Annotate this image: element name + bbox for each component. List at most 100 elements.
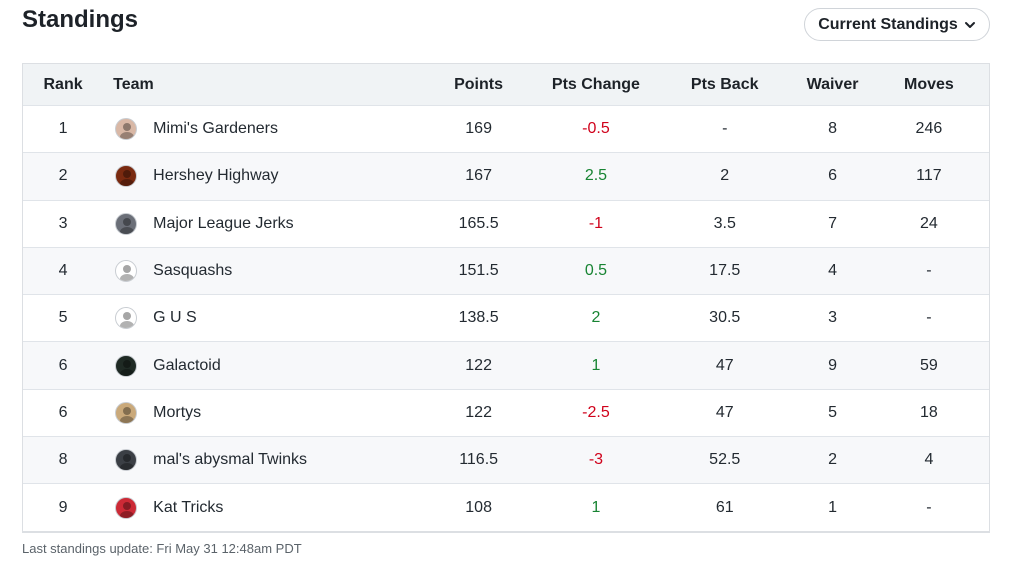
pts-back-cell: 52.5 [709,451,741,469]
waiver-cell: 6 [828,167,837,185]
waiver-cell: 5 [828,403,837,421]
col-team[interactable]: Team [113,75,154,93]
pts-back-cell: - [722,120,728,138]
col-moves[interactable]: Moves [903,75,954,93]
team-avatar-cat-logo-icon[interactable] [115,496,138,519]
waiver-cell: 2 [828,451,837,469]
last-update-text: Last standings update: Fri May 31 12:48a… [22,541,302,556]
points-cell: 167 [465,167,492,185]
moves-cell: - [926,309,932,327]
col-rank[interactable]: Rank [43,75,83,93]
team-name-link[interactable]: Kat Tricks [153,498,224,516]
rank-cell: 9 [58,498,68,516]
col-pts-change[interactable]: Pts Change [551,75,640,93]
pts-back-cell: 61 [715,498,734,516]
team-name-link[interactable]: Major League Jerks [153,214,294,232]
table-row: 6 Galactoid 122 1 47 9 59 [23,341,989,389]
col-pts-back[interactable]: Pts Back [690,75,759,93]
pts-change-cell: 1 [591,498,601,516]
rank-cell: 5 [58,309,68,327]
table-row: 8 mal's abysmal Twinks 116.5 -3 52.5 2 4 [23,436,989,484]
pts-back-cell: 2 [720,167,730,185]
team-avatar-person-photo-icon[interactable] [115,212,138,235]
page-title: Standings [22,6,139,33]
standings-view-label: Current Standings [818,15,958,33]
table-row: 1 Mimi's Gardeners 169 -0.5 - 8 246 [23,105,989,152]
moves-cell: 59 [920,356,938,374]
pts-back-cell: 3.5 [713,214,736,232]
team-cell: mal's abysmal Twinks [103,449,418,472]
team-name-link[interactable]: Mortys [153,403,202,421]
team-cell: Major League Jerks [103,212,418,235]
team-name-link[interactable]: G U S [153,309,197,327]
pts-change-cell: -3 [588,451,604,469]
pts-change-cell: 2.5 [584,167,608,185]
team-name-link[interactable]: Sasquashs [153,262,233,280]
rank-cell: 8 [58,451,68,469]
rank-cell: 1 [58,120,68,138]
pts-back-cell: 47 [715,403,734,421]
team-name-link[interactable]: Galactoid [153,356,221,374]
table-row: 2 Hershey Highway 167 2.5 2 6 117 [23,152,989,200]
moves-cell: 246 [915,120,943,138]
team-name-link[interactable]: Hershey Highway [153,167,279,185]
pts-change-cell: -0.5 [582,120,610,138]
team-avatar-skull-icon[interactable] [115,449,138,472]
table-row: 4 Sasquashs 151.5 0.5 17.5 4 - [23,246,989,295]
pts-back-cell: 47 [715,356,734,374]
pts-change-cell: -2.5 [582,403,610,421]
team-avatar-badge-logo-icon[interactable] [115,165,138,188]
table-header: Rank Team Points Pts Change Pts Back Wai… [23,64,989,105]
moves-cell: 4 [924,451,934,469]
waiver-cell: 4 [828,262,837,280]
points-cell: 165.5 [458,214,499,232]
team-avatar-leaf-icon[interactable] [115,307,138,330]
moves-cell: - [926,498,932,516]
col-waiver[interactable]: Waiver [806,75,859,93]
pts-change-cell: 1 [591,356,601,374]
team-cell: Hershey Highway [103,165,418,188]
moves-cell: 18 [920,403,938,421]
table-row: 5 G U S 138.5 2 30.5 3 - [23,294,989,341]
waiver-cell: 8 [828,120,837,138]
pts-change-cell: 0.5 [584,262,608,280]
pts-back-cell: 30.5 [709,309,741,327]
team-name-link[interactable]: mal's abysmal Twinks [153,451,308,469]
team-avatar-creature-icon[interactable] [115,354,138,377]
standings-table: Rank Team Points Pts Change Pts Back Wai… [22,63,990,533]
team-cell: Galactoid [103,354,418,377]
team-avatar-person-photo-icon[interactable] [115,118,138,141]
moves-cell: 24 [920,214,938,232]
rank-cell: 2 [58,167,68,185]
points-cell: 116.5 [459,451,499,469]
col-points[interactable]: Points [454,75,503,93]
team-cell: G U S [103,307,418,330]
points-cell: 108 [465,498,492,516]
waiver-cell: 9 [828,356,837,374]
moves-cell: - [926,262,932,280]
rank-cell: 4 [58,262,68,280]
pts-change-cell: 2 [591,309,601,327]
points-cell: 122 [465,356,492,374]
table-row: 6 Mortys 122 -2.5 47 5 18 [23,388,989,436]
team-cell: Mimi's Gardeners [103,118,418,141]
points-cell: 122 [465,403,492,421]
pts-change-cell: -1 [588,214,604,232]
standings-view-dropdown[interactable]: Current Standings [804,8,990,41]
rank-cell: 6 [58,356,68,374]
team-avatar-sasquatch-icon[interactable] [115,260,138,283]
rank-cell: 6 [58,403,68,421]
points-cell: 151.5 [458,262,499,280]
team-avatar-cartoon-face-icon[interactable] [115,401,138,424]
waiver-cell: 7 [828,214,837,232]
chevron-down-icon [964,21,975,28]
table-row: 3 Major League Jerks 165.5 -1 3.5 7 24 [23,199,989,247]
waiver-cell: 1 [828,498,837,516]
moves-cell: 117 [916,167,942,185]
table-row: 9 Kat Tricks 108 1 61 1 - [23,483,989,530]
team-name-link[interactable]: Mimi's Gardeners [153,120,278,138]
points-cell: 169 [465,120,492,138]
pts-back-cell: 17.5 [709,262,741,280]
points-cell: 138.5 [458,309,499,327]
rank-cell: 3 [58,214,68,232]
